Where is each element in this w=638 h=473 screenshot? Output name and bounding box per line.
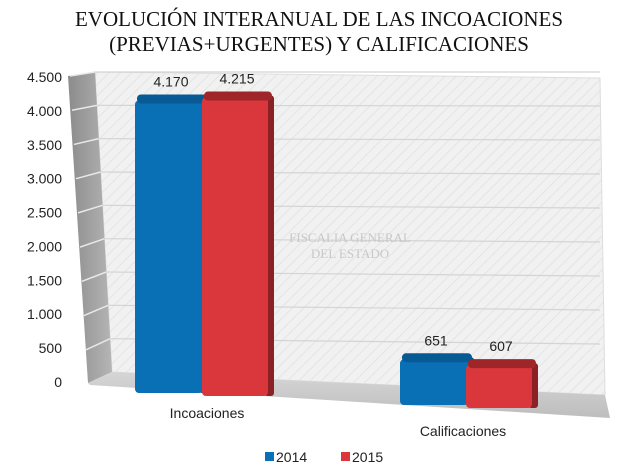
chart-title-line-2: (PREVIAS+URGENTES) Y CALIFICACIONES xyxy=(109,32,529,56)
watermark: FISCALIA GENERAL DEL ESTADO xyxy=(289,230,411,261)
gridline-side xyxy=(77,204,103,214)
gridline-side xyxy=(83,304,109,317)
legend-label-2015: 2015 xyxy=(352,449,383,465)
data-label: 607 xyxy=(489,338,513,354)
bar-2014-incoaciones: 4.170 xyxy=(135,74,209,394)
bar-front xyxy=(202,97,268,396)
gridline-side xyxy=(81,271,107,283)
bar-2015-calificaciones: 607 xyxy=(466,338,538,408)
y-tick-label: 500 xyxy=(39,340,63,356)
y-tick-label: 3.500 xyxy=(27,137,62,153)
legend-label-2014: 2014 xyxy=(276,449,307,465)
y-tick-label: 1.000 xyxy=(27,306,62,322)
bar-front xyxy=(400,359,468,405)
x-category-label: Incoaciones xyxy=(170,405,245,421)
data-label: 651 xyxy=(424,332,448,348)
x-category-label: Calificaciones xyxy=(420,423,506,439)
data-label: 4.170 xyxy=(153,74,188,90)
chart-title-line-1: EVOLUCIÓN INTERANUAL DE LAS INCOACIONES xyxy=(74,7,563,31)
side-wall xyxy=(68,72,112,383)
gridline-side xyxy=(79,237,105,248)
bar-front xyxy=(135,100,203,394)
y-tick-label: 0 xyxy=(54,374,62,390)
legend: 2014 2015 xyxy=(265,449,383,465)
bar-top xyxy=(204,91,272,101)
data-label: 4.215 xyxy=(219,71,254,87)
gridline-side xyxy=(75,171,101,180)
legend-swatch-2014 xyxy=(265,452,274,461)
y-tick-label: 2.500 xyxy=(27,205,62,221)
bar-top xyxy=(137,94,207,104)
watermark-line-1: FISCALIA GENERAL xyxy=(289,230,411,245)
gridline-side xyxy=(71,104,98,111)
bar-2015-incoaciones: 4.215 xyxy=(202,71,274,396)
legend-swatch-2015 xyxy=(341,452,350,461)
gridline-side xyxy=(85,337,111,351)
gridline-side xyxy=(73,137,99,146)
bar-front xyxy=(466,365,532,408)
bar-top xyxy=(468,359,536,369)
y-tick-label: 4.000 xyxy=(27,103,62,119)
y-tick-label: 2.000 xyxy=(27,238,62,254)
gridline-side xyxy=(69,71,96,77)
watermark-line-2: DEL ESTADO xyxy=(311,246,389,261)
y-tick-label: 1.500 xyxy=(27,272,62,288)
bar-top xyxy=(402,353,472,363)
y-tick-label: 3.000 xyxy=(27,171,62,187)
y-tick-label: 4.500 xyxy=(27,69,62,85)
